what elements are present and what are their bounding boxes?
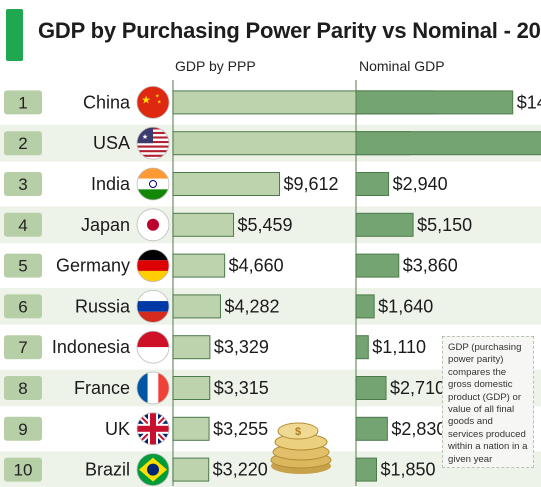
ppp-value-label: $3,255 [213,419,268,439]
country-label: UK [105,419,130,439]
usa-flag: ★ [136,126,170,160]
country-label: USA [93,133,130,153]
rank-label: 2 [18,134,27,153]
country-label: Russia [75,296,131,316]
ppp-value-label: $3,315 [214,378,269,398]
france-flag [136,371,170,405]
nominal-bar [355,212,414,237]
rank-label: 7 [18,338,27,357]
coin-stack-icon: $ [270,422,332,474]
svg-text:$: $ [295,426,301,438]
svg-text:★: ★ [157,99,162,105]
rank-label: 4 [18,216,27,235]
ppp-bar [172,335,211,360]
germany-flag [136,249,170,283]
rank-label: 9 [18,420,27,439]
country-label: China [83,92,131,112]
rank-badge [4,376,42,400]
svg-text:★: ★ [141,94,151,106]
nominal-value-label: $1,110 [372,337,426,357]
rank-label: 5 [18,257,27,276]
china-flag: ★ ★★ [136,86,170,119]
accent-bar [6,9,23,61]
nominal-bar [355,253,400,278]
ppp-bar [172,376,211,400]
ppp-bar [172,253,226,278]
nominal-bar [355,416,388,441]
nominal-bar [355,376,387,400]
row-band [0,247,541,284]
rank-label: 6 [18,297,27,316]
rank-label: 3 [18,175,27,194]
russia-flag [136,289,170,323]
ppp-bar [172,172,281,196]
nominal-bar [355,294,375,319]
column-header-nominal: Nominal GDP [359,58,445,74]
ppp-value-label: $9,612 [284,174,339,194]
rank-badge [4,212,42,237]
ppp-value-label: $3,329 [214,337,269,357]
nominal-value-label: $2,940 [393,174,448,194]
nominal-value-label: $14,140 [517,92,541,112]
nominal-bar [355,457,378,482]
nominal-value-label: $3,860 [403,256,458,276]
rank-badge [4,335,42,360]
india-flag [136,167,170,201]
row-band [0,288,541,325]
ppp-bar [172,457,210,482]
nominal-value-label: $5,150 [417,215,472,235]
nominal-bar [355,335,369,360]
column-header-ppp: GDP by PPP [175,58,256,74]
country-label: India [91,174,131,194]
rank-label: 10 [14,461,33,480]
nominal-value-label: $1,850 [381,460,436,480]
nominal-value-label: $2,830 [391,419,446,439]
uk-flag [136,412,170,446]
country-label: Japan [81,215,130,235]
nominal-value-label: $1,640 [378,296,433,316]
nominal-bar [355,131,541,156]
nominal-bar [355,172,390,196]
rank-label: 8 [18,379,27,398]
ppp-value-label: $4,660 [229,256,284,276]
rank-badge [4,253,42,278]
gdp-ppp-note: GDP (purchasing power parity) compares t… [442,336,534,468]
svg-text:★: ★ [155,93,160,99]
indonesia-flag [136,330,170,364]
row-band [0,206,541,244]
rank-badge [4,416,42,441]
country-label: Indonesia [52,337,131,357]
ppp-bar [172,212,235,237]
brazil-flag [136,453,170,487]
rank-badge [4,131,42,156]
rank-badge [4,457,42,482]
rank-label: 1 [18,93,27,112]
ppp-value-label: $4,282 [224,296,279,316]
nominal-value-label: $2,710 [390,378,445,398]
country-label: France [74,378,130,398]
chart-title: GDP by Purchasing Power Parity vs Nomina… [38,18,541,43]
japan-flag [136,208,170,242]
ppp-bar [172,416,210,441]
rank-badge [4,90,42,115]
country-label: Brazil [85,460,130,480]
rank-badge [4,172,42,196]
country-label: Germany [56,256,130,276]
ppp-value-label: $5,459 [238,215,293,235]
ppp-value-label: $3,220 [213,460,268,480]
ppp-bar [172,294,221,319]
nominal-bar [355,90,514,115]
rank-badge [4,294,42,319]
svg-text:★: ★ [142,133,148,141]
